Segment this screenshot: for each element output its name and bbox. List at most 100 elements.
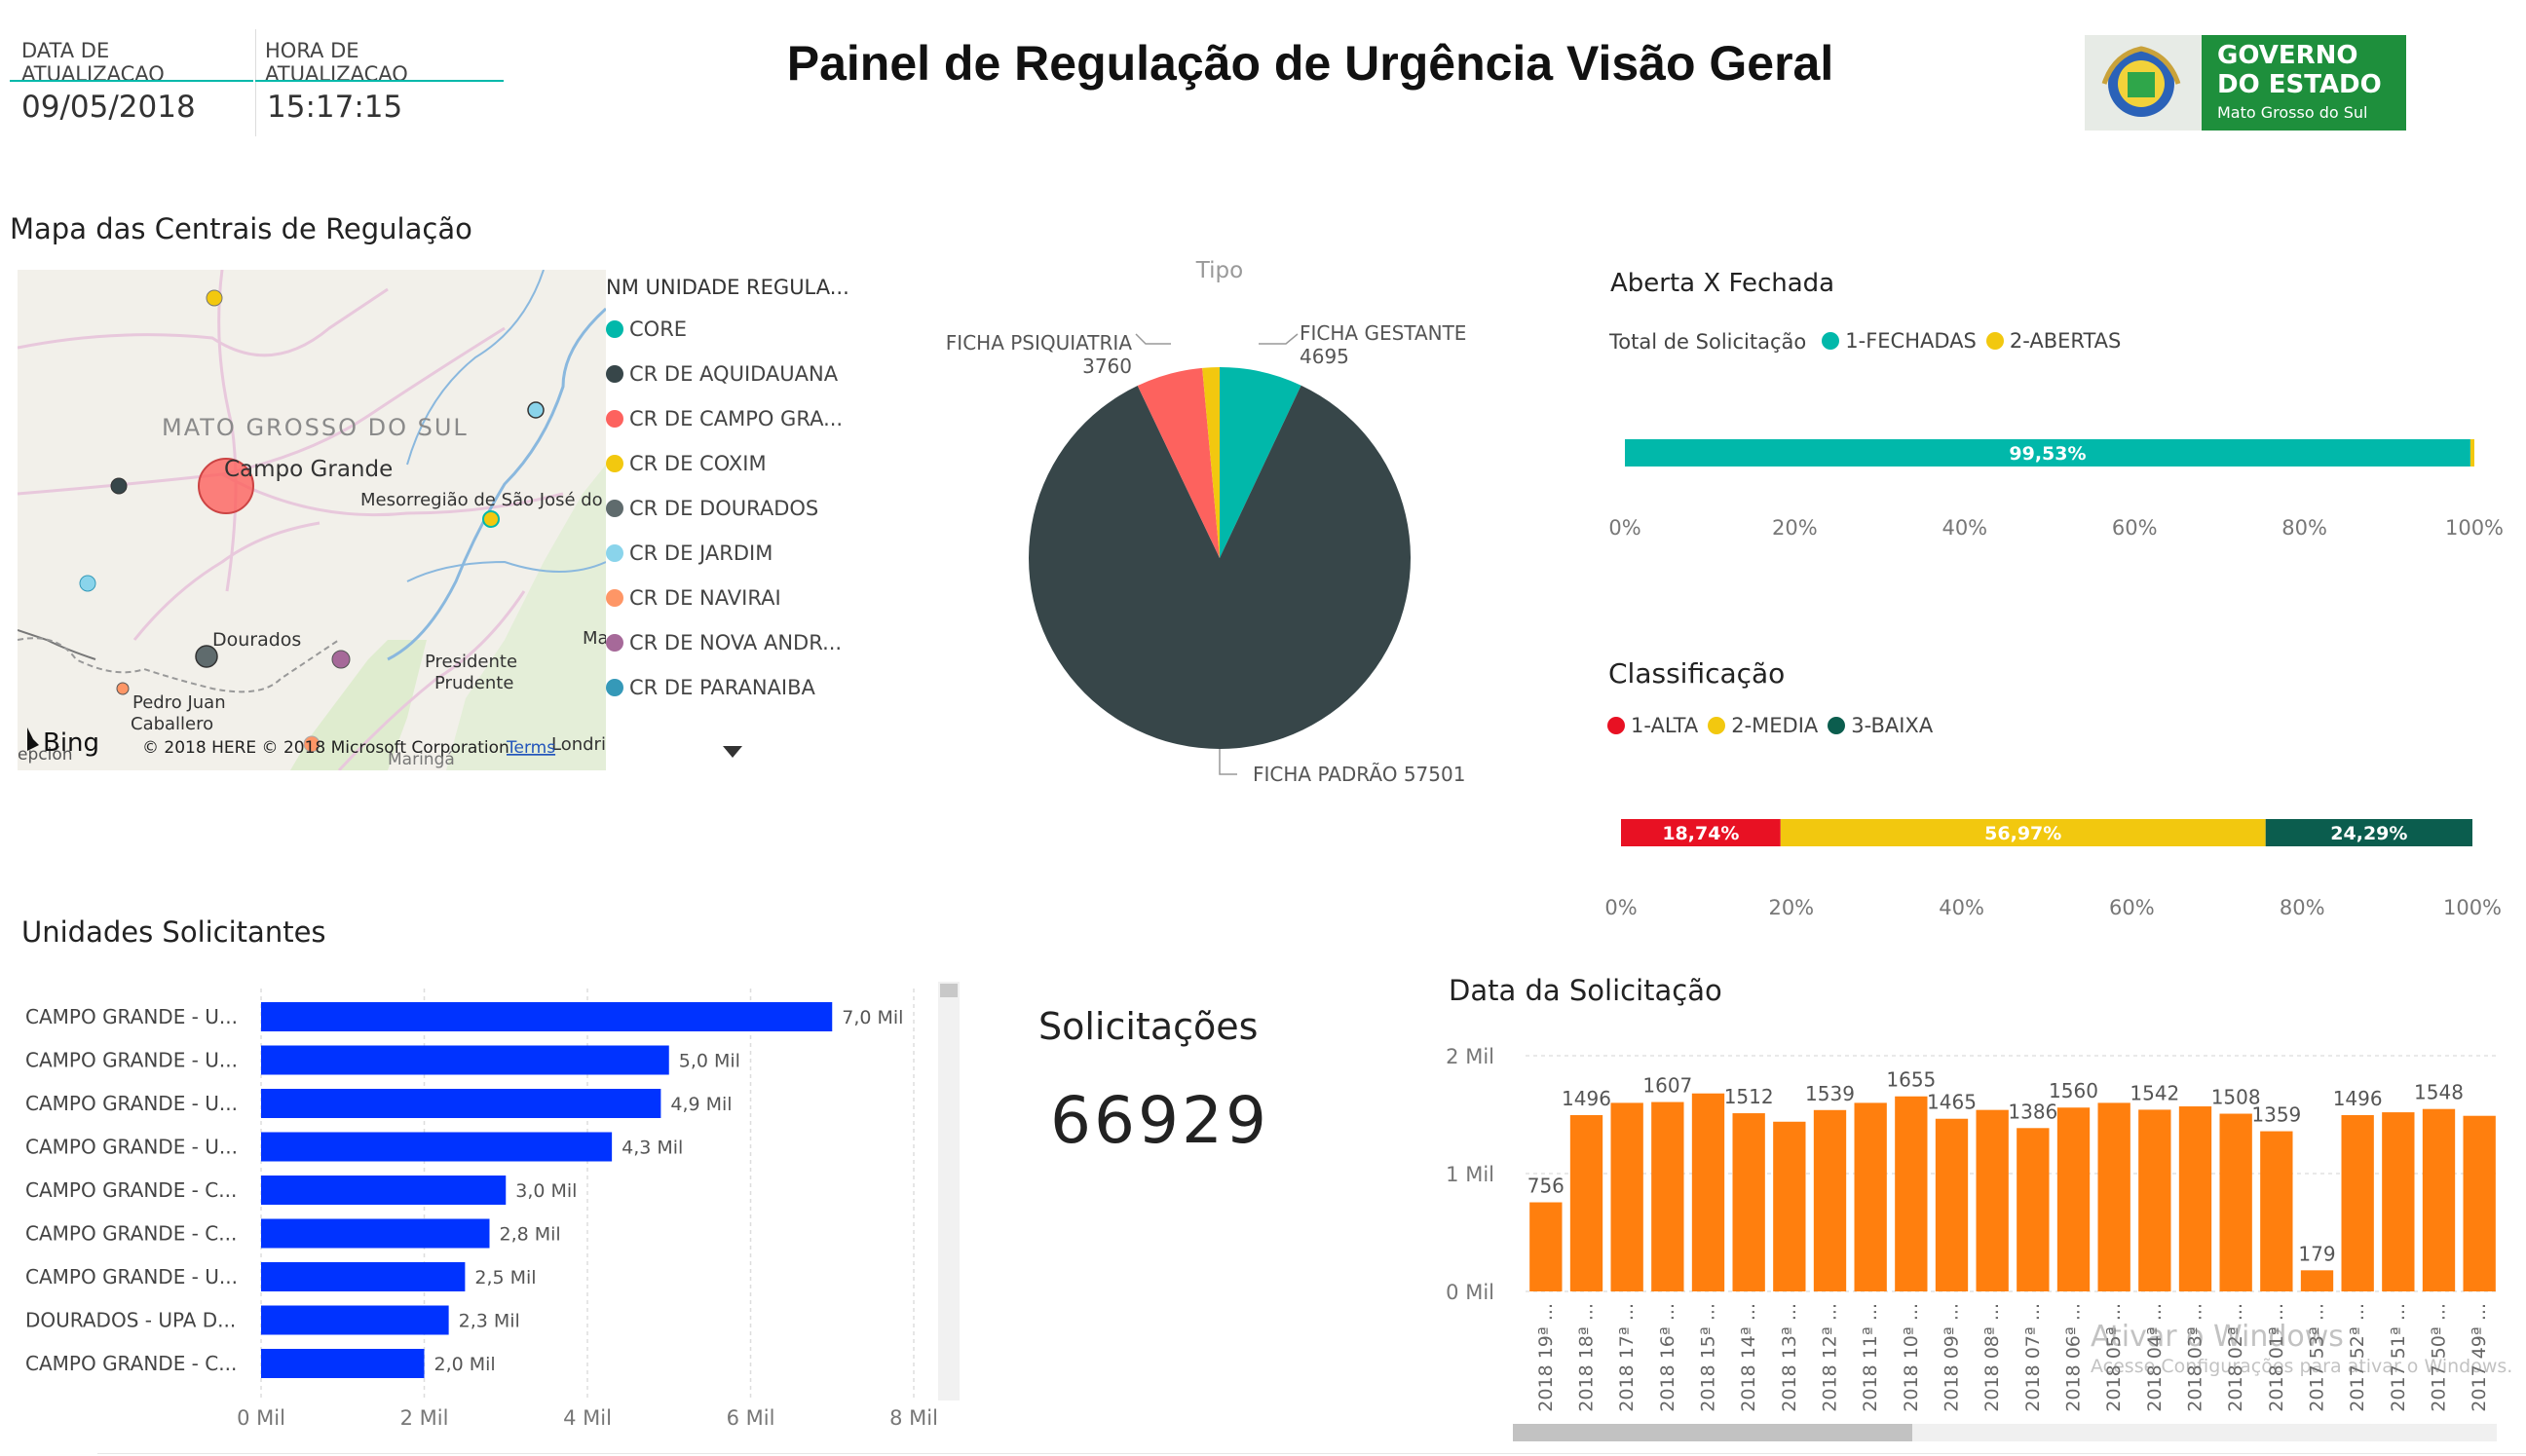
update-time-card: HORA DE ATUALIZACAO 15:17:15: [255, 29, 504, 136]
windows-watermark-text: Acesse Configurações para ativar o Windo…: [2091, 1356, 2513, 1377]
map-city-campo-grande: Campo Grande: [224, 457, 393, 482]
aberta-fechada-title: Aberta X Fechada: [1610, 269, 1835, 298]
bar[interactable]: [261, 1132, 613, 1162]
map-legend-item[interactable]: CR DE NAVIRAI: [606, 576, 859, 620]
bar[interactable]: [261, 1305, 449, 1335]
state-seal-icon: [2085, 35, 2202, 131]
bar[interactable]: [2178, 1106, 2212, 1291]
bar-value-label: 756: [1527, 1175, 1565, 1198]
unidades-scroll-thumb[interactable]: [940, 984, 958, 997]
stacked-bar-segment[interactable]: [1780, 819, 2266, 846]
bar[interactable]: [261, 1002, 833, 1031]
x-tick-label: 2018 10ª ...: [1901, 1303, 1922, 1412]
x-tick-label: 2018 05ª ...: [2103, 1303, 2125, 1412]
classificacao-chart: 18,74% 56,97% 24,29% 0% 20% 40% 60% 80% 100%: [1598, 799, 2513, 945]
bar[interactable]: [1691, 1093, 1725, 1291]
legend-item[interactable]: 3-BAIXA: [1828, 714, 1933, 737]
date-label: DATA DE ATUALIZACAO: [21, 39, 165, 86]
bar[interactable]: [2300, 1270, 2334, 1291]
stacked-bar-segment[interactable]: [1621, 819, 1781, 846]
bing-logo-icon: [27, 728, 39, 751]
bar[interactable]: [2219, 1113, 2252, 1291]
map-legend-item[interactable]: CR DE AQUIDAUANA: [606, 352, 859, 396]
x-tick-label: 80%: [2280, 896, 2325, 919]
x-tick-label: 2018 17ª ...: [1616, 1303, 1638, 1412]
legend-label: 1-FECHADAS: [1845, 329, 1977, 353]
map-legend-label: CR DE JARDIM: [629, 541, 773, 565]
bar-value-label: 1539: [1805, 1082, 1855, 1105]
pie-slice[interactable]: [1202, 367, 1220, 558]
data-solicitacao-scrollbar[interactable]: [1513, 1424, 2497, 1441]
bar[interactable]: [2422, 1108, 2456, 1291]
map-legend-item[interactable]: CR DE JARDIM: [606, 531, 859, 576]
bar[interactable]: [1854, 1102, 1887, 1291]
map-legend-item[interactable]: CR DE NOVA ANDR...: [606, 620, 859, 665]
bar[interactable]: [2017, 1128, 2050, 1291]
map-legend-item[interactable]: CR DE CAMPO GRA...: [606, 396, 859, 441]
bar[interactable]: [261, 1045, 669, 1075]
x-tick-label: 0 Mil: [237, 1406, 285, 1430]
x-tick-label: 2 Mil: [400, 1406, 449, 1430]
bar[interactable]: [1529, 1202, 1563, 1291]
bar[interactable]: [261, 1176, 507, 1205]
legend-item[interactable]: 1-FECHADAS: [1822, 329, 1977, 353]
bar[interactable]: [1610, 1102, 1643, 1291]
bar[interactable]: [2260, 1131, 2293, 1291]
bar[interactable]: [2138, 1109, 2171, 1291]
bar[interactable]: [2056, 1107, 2091, 1291]
x-tick-label: 2018 03ª ...: [2185, 1303, 2206, 1412]
stacked-bar-segment[interactable]: [2265, 819, 2472, 846]
bar[interactable]: [2382, 1112, 2415, 1291]
y-tick-label: 2 Mil: [1446, 1045, 1494, 1068]
bar[interactable]: [1651, 1101, 1684, 1291]
bar[interactable]: [261, 1349, 425, 1378]
bar[interactable]: [261, 1089, 661, 1118]
map-legend-item[interactable]: CORE: [606, 307, 859, 352]
y-tick-label: 0 Mil: [1446, 1281, 1494, 1304]
bar[interactable]: [1813, 1109, 1847, 1291]
pie-slice[interactable]: [1220, 367, 1301, 558]
pie-slice[interactable]: [1029, 385, 1411, 750]
x-tick-label: 2018 18ª ...: [1576, 1303, 1598, 1412]
bar[interactable]: [1976, 1109, 2009, 1291]
legend-item[interactable]: 2-MEDIA: [1708, 714, 1818, 737]
map-legend-label: CORE: [629, 317, 688, 341]
bar[interactable]: [1773, 1121, 1806, 1291]
bar[interactable]: [2463, 1115, 2496, 1291]
stacked-bar-value-label: 56,97%: [1984, 823, 2061, 844]
bar[interactable]: [261, 1262, 466, 1291]
bar[interactable]: [1732, 1113, 1765, 1291]
bar[interactable]: [1935, 1118, 1969, 1291]
bar[interactable]: [1895, 1096, 1928, 1291]
bar[interactable]: [261, 1218, 490, 1249]
bar-value-label: 2,3 Mil: [459, 1311, 520, 1332]
legend-item[interactable]: 1-ALTA: [1607, 714, 1698, 737]
legend-dot-icon: [606, 634, 623, 652]
unidades-scrollbar[interactable]: [938, 982, 960, 1400]
data-solicitacao-scroll-thumb[interactable]: [1513, 1424, 1912, 1441]
legend-scroll-down-icon[interactable]: [723, 746, 742, 758]
stacked-bar-segment[interactable]: [1625, 439, 2470, 467]
map-legend-item[interactable]: CR DE DOURADOS: [606, 486, 859, 531]
map-copyright: © 2018 HERE © 2018 Microsoft Corporation: [142, 738, 509, 758]
bar[interactable]: [2341, 1114, 2374, 1291]
stacked-bar-segment[interactable]: [2469, 439, 2474, 467]
map-legend-item[interactable]: CR DE COXIM: [606, 441, 859, 486]
pie-slice[interactable]: [1137, 367, 1220, 558]
bar[interactable]: [1569, 1114, 1603, 1291]
x-tick-label: 0%: [1608, 516, 1640, 540]
bar[interactable]: [2097, 1102, 2130, 1291]
map-legend-label: CR DE COXIM: [629, 452, 767, 475]
map-terms-link[interactable]: Terms: [506, 738, 555, 758]
pie-leader-line: [1219, 749, 1237, 775]
legend-label: 3-BAIXA: [1851, 714, 1934, 737]
x-tick-label: 2018 13ª ...: [1779, 1303, 1800, 1412]
map-region-label: MATO GROSSO DO SUL: [162, 414, 469, 441]
x-tick-label: 2018 15ª ...: [1698, 1303, 1719, 1412]
legend-item[interactable]: 2-ABERTAS: [1985, 329, 2121, 353]
regulation-map[interactable]: MATO GROSSO DO SUL Campo Grande Mesorreg…: [18, 270, 606, 770]
classificacao-title: Classificação: [1608, 657, 1786, 690]
footer-divider: [97, 1453, 2526, 1454]
pie-leader-line: [1259, 333, 1299, 345]
map-legend-item[interactable]: CR DE PARANAIBA: [606, 665, 859, 710]
